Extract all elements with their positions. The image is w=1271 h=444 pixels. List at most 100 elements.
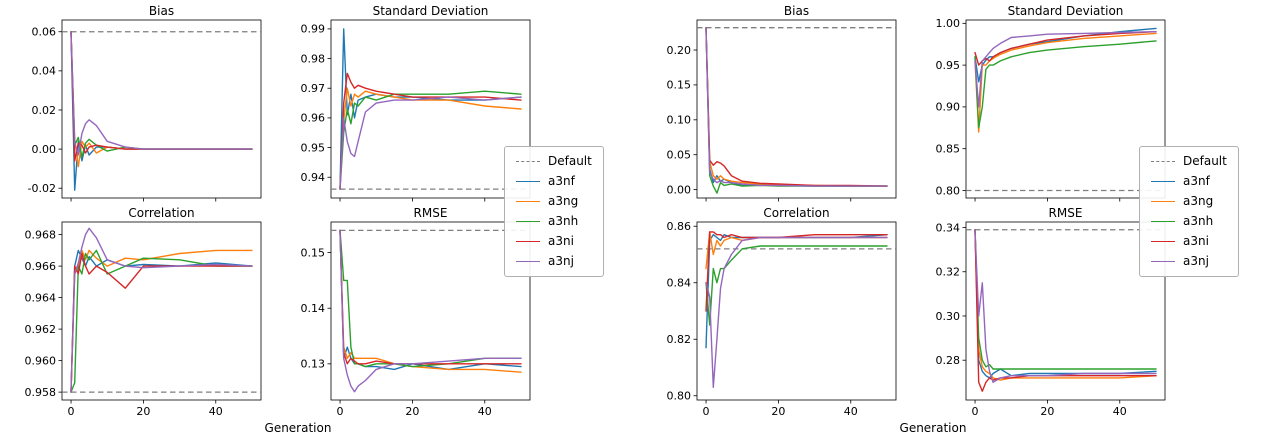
legend-line-sample xyxy=(516,181,540,182)
legend-label: a3ni xyxy=(1183,234,1209,248)
y-tick-label: 0.28 xyxy=(936,354,961,367)
legend-entry-a3nj: a3nj xyxy=(516,255,592,268)
legend-entry-a3ng: a3ng xyxy=(1151,195,1227,208)
subplot-standard-deviation: Standard Deviation 0.80 0.85 0.90 0.95 1.00 xyxy=(936,4,1166,202)
y-tick-label: 0.964 xyxy=(25,291,57,304)
x-tick-label: 20 xyxy=(1040,405,1054,418)
series-line-a3nh xyxy=(974,40,1157,129)
series-line-a3nj xyxy=(70,227,253,393)
legend-entry-a3ni: a3ni xyxy=(1151,235,1227,248)
legend-label: a3nf xyxy=(548,174,575,188)
legend-entry-default: Default xyxy=(516,155,592,168)
y-tick-label: 0.94 xyxy=(301,171,326,184)
x-axis-label: Generation xyxy=(264,421,332,435)
y-tick-label: 0.80 xyxy=(936,184,961,197)
legend-line-sample xyxy=(1151,221,1175,222)
y-tick-label: 0.02 xyxy=(32,104,57,117)
legend-entry-a3nh: a3nh xyxy=(516,215,592,228)
y-tick-label: 0.95 xyxy=(936,59,961,72)
legend-line-sample xyxy=(1151,261,1175,262)
series-line-a3nj xyxy=(974,229,1157,384)
y-tick-label: 0.966 xyxy=(25,260,57,273)
series-line-a3nj xyxy=(705,27,888,187)
x-tick-label: 0 xyxy=(337,405,344,418)
x-tick-label: 0 xyxy=(703,405,710,418)
plot-frame xyxy=(696,19,897,199)
y-tick-label: 0.95 xyxy=(301,141,326,154)
figure-right: Bias 0.00 0.05 0.10 0.15 0.20 Standard Deviati… xyxy=(635,0,1270,444)
legend-line-sample xyxy=(1151,161,1175,162)
series-line-a3ng xyxy=(974,229,1157,381)
subplot-rmse: RMSE 0.13 0.14 0.15 0 20 40 xyxy=(301,206,531,418)
legend-label: Default xyxy=(548,154,592,168)
legend-label: a3nh xyxy=(548,214,579,228)
x-tick-label: 20 xyxy=(405,405,419,418)
figure-left: Bias -0.02 0.00 0.02 0.04 0.06 Standard Deviat… xyxy=(0,0,635,444)
x-tick-label: 40 xyxy=(209,405,223,418)
legend-line-sample xyxy=(1151,241,1175,242)
legend-entry-a3nh: a3nh xyxy=(1151,215,1227,228)
x-tick-label: 40 xyxy=(844,405,858,418)
y-tick-label: 0.86 xyxy=(667,220,692,233)
y-tick-label: 0.32 xyxy=(936,266,961,279)
series-line-a3ng xyxy=(339,87,522,190)
series-line-a3nh xyxy=(705,245,888,326)
legend-line-sample xyxy=(1151,201,1175,202)
y-tick-label: 0.80 xyxy=(667,390,692,403)
plot-frame xyxy=(330,221,531,401)
subplot-correlation: Correlation 0.958 0.960 0.962 0.964 0.966 0.96… xyxy=(25,206,262,418)
y-tick-label: 0.30 xyxy=(936,310,961,323)
y-tick-label: 0.14 xyxy=(301,302,326,315)
y-tick-label: 0.97 xyxy=(301,82,326,95)
y-tick-label: 0.960 xyxy=(25,354,57,367)
legend-line-sample xyxy=(516,201,540,202)
legend-label: Default xyxy=(1183,154,1227,168)
y-tick-label: 0.20 xyxy=(667,44,692,57)
y-tick-label: 0.34 xyxy=(936,221,961,234)
legend-entry-a3nf: a3nf xyxy=(1151,175,1227,188)
subplot-bias: Bias 0.00 0.05 0.10 0.15 0.20 xyxy=(667,4,897,202)
legend-label: a3ni xyxy=(548,234,574,248)
plot-frame xyxy=(330,19,531,199)
subplot-bias: Bias -0.02 0.00 0.02 0.04 0.06 xyxy=(28,4,262,202)
legend-label: a3nj xyxy=(548,254,574,268)
legend-label: a3nf xyxy=(1183,174,1210,188)
plot-frame xyxy=(696,221,897,401)
y-tick-label: 0.90 xyxy=(936,101,961,114)
series-line-a3nh xyxy=(339,90,522,190)
y-tick-label: 0.00 xyxy=(667,183,692,196)
subplot-title: Standard Deviation xyxy=(373,4,489,18)
y-tick-label: 0.06 xyxy=(32,26,57,39)
subplot-standard-deviation: Standard Deviation 0.94 0.95 0.96 0.97 0.98 0.… xyxy=(301,4,531,202)
subplot-grid: Bias -0.02 0.00 0.02 0.04 0.06 Standard Deviat… xyxy=(10,4,534,420)
legend-label: a3nh xyxy=(1183,214,1214,228)
series-line-a3nh xyxy=(70,249,253,393)
x-tick-label: 40 xyxy=(478,405,492,418)
y-tick-label: 0.962 xyxy=(25,323,57,336)
legend-label: a3ng xyxy=(1183,194,1214,208)
series-line-a3nh xyxy=(974,229,1157,370)
series-line-a3nj xyxy=(70,31,253,156)
series-line-a3ng xyxy=(339,229,522,373)
legend: Default a3nf a3ng a3nh a3ni a3nj xyxy=(1139,146,1239,277)
subplot-title: Correlation xyxy=(763,206,829,220)
subplot-title: Bias xyxy=(149,4,174,18)
y-tick-label: 0.82 xyxy=(667,333,692,346)
x-tick-label: 20 xyxy=(771,405,785,418)
legend-line-sample xyxy=(516,261,540,262)
legend-line-sample xyxy=(516,221,540,222)
series-line-a3nj xyxy=(339,229,522,393)
x-tick-label: 0 xyxy=(68,405,75,418)
series-line-a3ni xyxy=(339,229,522,365)
legend-label: a3ng xyxy=(548,194,579,208)
legend-entry-a3ni: a3ni xyxy=(516,235,592,248)
legend-line-sample xyxy=(1151,181,1175,182)
legend-line-sample xyxy=(516,161,540,162)
y-tick-label: 0.05 xyxy=(667,149,692,162)
plot-frame xyxy=(61,221,262,401)
subplot-rmse: RMSE 0.28 0.30 0.32 0.34 0 20 40 xyxy=(936,206,1166,418)
legend-label: a3nj xyxy=(1183,254,1209,268)
series-line-a3nj xyxy=(974,31,1157,108)
legend-entry-default: Default xyxy=(1151,155,1227,168)
